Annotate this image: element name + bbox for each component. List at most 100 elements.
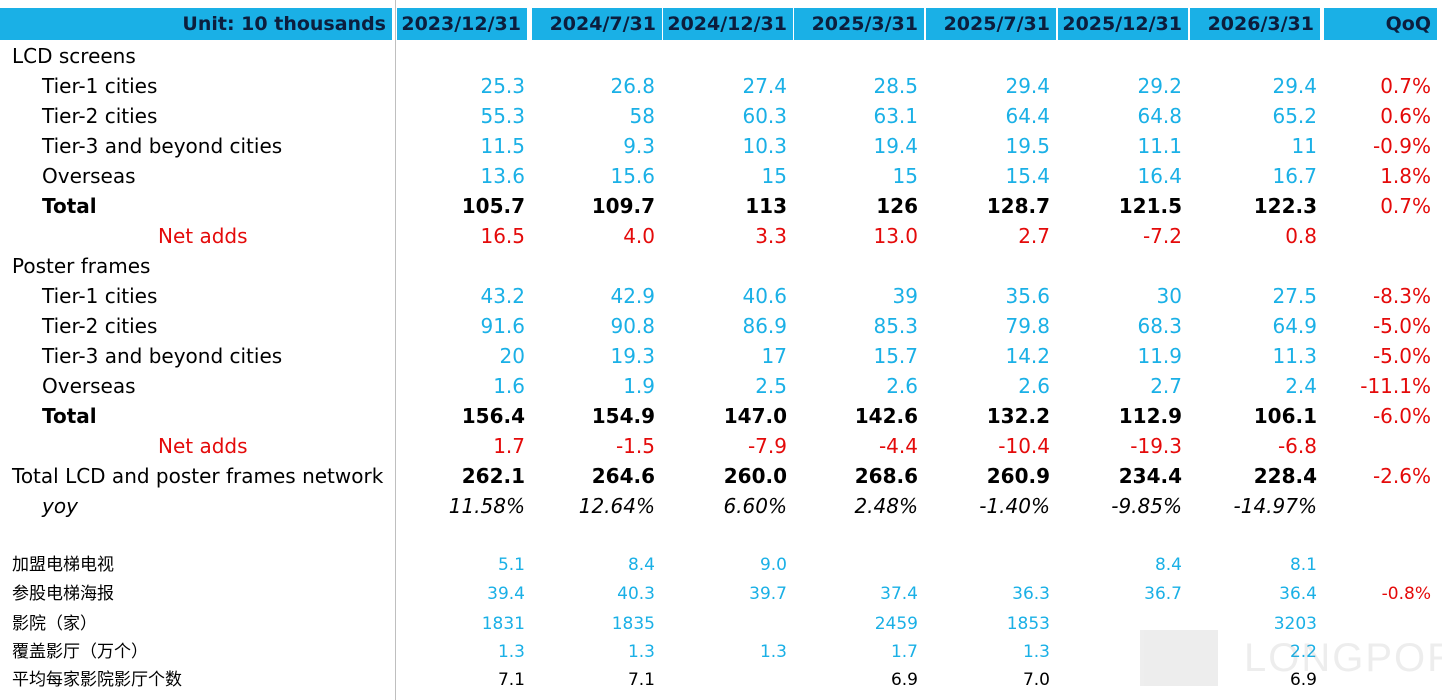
value-cell: 8.1 xyxy=(1289,555,1317,575)
value-cell: 9.0 xyxy=(759,555,787,575)
row-label: 覆盖影厅（万个） xyxy=(12,642,148,662)
value-cell: 55.3 xyxy=(480,104,525,128)
table-row: 平均每家影院影厅个数 7.1 7.1 6.9 7.0 6.9 xyxy=(0,666,1442,694)
table-row: Tier-2 cities 91.6 90.8 86.9 85.3 79.8 68.3 64.… xyxy=(0,311,1442,341)
value-cell: 13.6 xyxy=(480,164,525,188)
row-label: Tier-3 and beyond cities xyxy=(42,134,283,158)
value-cell: 142.6 xyxy=(854,404,918,428)
table-row: Overseas 1.6 1.9 2.5 2.6 2.6 2.7 2.4 -11.1% xyxy=(0,371,1442,401)
value-cell: 36.4 xyxy=(1279,584,1317,604)
value-cell: 2.6 xyxy=(1018,374,1050,398)
row-label: Net adds xyxy=(158,224,248,248)
row-label: Poster frames xyxy=(12,254,151,278)
value-cell: 15 xyxy=(761,164,787,188)
qoq-cell: -11.1% xyxy=(1360,374,1431,398)
value-cell: 228.4 xyxy=(1253,464,1317,488)
value-cell: 39.4 xyxy=(487,584,525,604)
row-label: LCD screens xyxy=(12,44,136,68)
value-cell: 36.7 xyxy=(1144,584,1182,604)
table-row: 覆盖影厅（万个） 1.3 1.3 1.3 1.7 1.3 2.2 xyxy=(0,638,1442,666)
value-cell: 58 xyxy=(629,104,655,128)
row-label: Total xyxy=(42,194,97,218)
value-cell: 8.4 xyxy=(1154,555,1182,575)
value-cell: 122.3 xyxy=(1253,194,1317,218)
value-cell: 234.4 xyxy=(1118,464,1182,488)
value-cell: 12.64% xyxy=(578,494,655,518)
row-label: Overseas xyxy=(42,374,136,398)
row-label: Tier-1 cities xyxy=(42,74,158,98)
value-cell: 1.3 xyxy=(627,642,655,662)
qoq-cell: -0.9% xyxy=(1372,134,1431,158)
header-col-7: QoQ xyxy=(1324,8,1437,40)
row-label: Net adds xyxy=(158,434,248,458)
value-cell: 1.7 xyxy=(890,642,918,662)
header-col-2: 2024/12/31 xyxy=(663,8,793,40)
table-row: Tier-1 cities 25.3 26.8 27.4 28.5 29.4 29.2 29.… xyxy=(0,71,1442,101)
value-cell: 128.7 xyxy=(986,194,1050,218)
value-cell: -7.2 xyxy=(1142,224,1182,248)
value-cell: 91.6 xyxy=(480,314,525,338)
value-cell: 2.4 xyxy=(1285,374,1317,398)
header-col-4: 2025/7/31 xyxy=(926,8,1056,40)
value-cell: 15.4 xyxy=(1005,164,1050,188)
header-col-0: 2023/12/31 xyxy=(397,8,527,40)
value-cell: 25.3 xyxy=(480,74,525,98)
value-cell: 126 xyxy=(876,194,918,218)
watermark-text: LONGPORT xyxy=(1244,636,1442,680)
value-cell: -1.40% xyxy=(979,494,1050,518)
qoq-cell: -2.6% xyxy=(1372,464,1431,488)
value-cell: 11.58% xyxy=(448,494,525,518)
value-cell: 20 xyxy=(499,344,525,368)
value-cell: 64.8 xyxy=(1137,104,1182,128)
value-cell: 1.9 xyxy=(623,374,655,398)
value-cell: 2.6 xyxy=(886,374,918,398)
qoq-cell: 1.8% xyxy=(1380,164,1431,188)
row-label: 加盟电梯电视 xyxy=(12,555,114,575)
value-cell: 11.9 xyxy=(1137,344,1182,368)
value-cell: 6.60% xyxy=(723,494,787,518)
qoq-cell: -8.3% xyxy=(1372,284,1431,308)
value-cell: 27.4 xyxy=(742,74,787,98)
row-label: Total xyxy=(42,404,97,428)
row-label: Tier-3 and beyond cities xyxy=(42,344,283,368)
value-cell: 43.2 xyxy=(480,284,525,308)
header-col-6: 2026/3/31 xyxy=(1190,8,1320,40)
value-cell: 7.1 xyxy=(627,670,655,690)
table-row: Overseas 13.6 15.6 15 15 15.4 16.4 16.7 1.8% xyxy=(0,161,1442,191)
row-label: Overseas xyxy=(42,164,136,188)
value-cell: 85.3 xyxy=(873,314,918,338)
value-cell: 5.1 xyxy=(497,555,525,575)
table-row: 影院（家） 1831 1835 2459 1853 3203 xyxy=(0,610,1442,638)
row-label: 参股电梯海报 xyxy=(12,584,114,604)
value-cell: 1.3 xyxy=(1022,642,1050,662)
value-cell: 39.7 xyxy=(749,584,787,604)
qoq-cell: 0.6% xyxy=(1380,104,1431,128)
value-cell: -14.97% xyxy=(1233,494,1317,518)
value-cell: 19.3 xyxy=(610,344,655,368)
qoq-cell: -5.0% xyxy=(1372,314,1431,338)
table-row: Total LCD and poster frames network 262.1… xyxy=(0,461,1442,491)
table-row: Net adds 16.5 4.0 3.3 13.0 2.7 -7.2 0.8 xyxy=(0,221,1442,251)
value-cell: 4.0 xyxy=(623,224,655,248)
watermark-logo: LONGPORT xyxy=(1140,630,1442,690)
header-col-5: 2025/12/31 xyxy=(1058,8,1188,40)
row-label: 影院（家） xyxy=(12,614,97,634)
table-row: Tier-1 cities 43.2 42.9 40.6 39 35.6 30 27.5 -8.… xyxy=(0,281,1442,311)
value-cell: 15 xyxy=(892,164,918,188)
value-cell: 2.48% xyxy=(854,494,918,518)
value-cell: 147.0 xyxy=(723,404,787,428)
value-cell: 262.1 xyxy=(461,464,525,488)
value-cell: 8.4 xyxy=(627,555,655,575)
value-cell: -6.8 xyxy=(1277,434,1317,458)
value-cell: 16.7 xyxy=(1272,164,1317,188)
value-cell: 260.9 xyxy=(986,464,1050,488)
value-cell: 2.2 xyxy=(1289,642,1317,662)
value-cell: 3.3 xyxy=(755,224,787,248)
value-cell: 1.6 xyxy=(493,374,525,398)
value-cell: 106.1 xyxy=(1253,404,1317,428)
value-cell: 36.3 xyxy=(1012,584,1050,604)
value-cell: 11.5 xyxy=(480,134,525,158)
table-row: Tier-3 and beyond cities 11.5 9.3 10.3 19.4 1… xyxy=(0,131,1442,161)
value-cell: 27.5 xyxy=(1272,284,1317,308)
column-divider xyxy=(395,0,396,700)
